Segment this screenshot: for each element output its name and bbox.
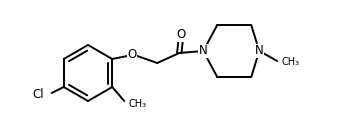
Text: O: O (177, 29, 186, 42)
Text: Cl: Cl (32, 88, 44, 102)
Text: N: N (199, 44, 207, 58)
Text: CH₃: CH₃ (281, 57, 299, 67)
Text: O: O (128, 48, 137, 62)
Text: N: N (255, 44, 264, 58)
Text: CH₃: CH₃ (128, 99, 146, 109)
